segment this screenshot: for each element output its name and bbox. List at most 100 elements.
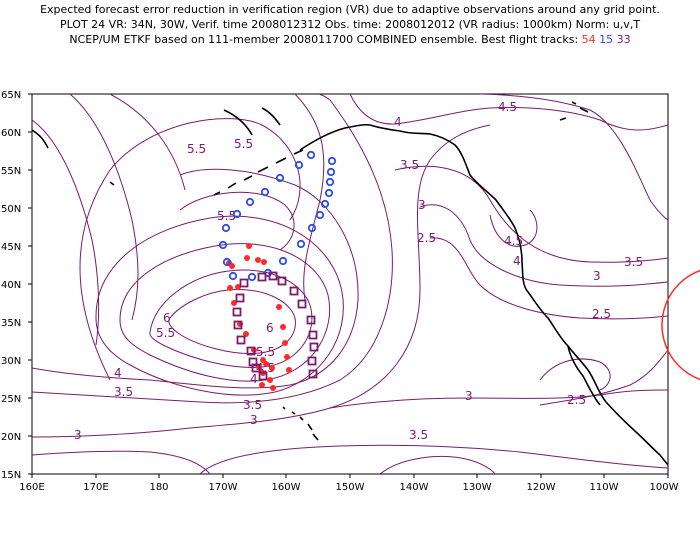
contour-6-north-west (32, 119, 100, 346)
title-line-2: PLOT 24 VR: 34N, 30W, Verif. time 200801… (59, 18, 641, 31)
alaska-coast (369, 124, 668, 466)
verification-region (661, 269, 700, 381)
contour-label: 2.5 (567, 393, 586, 407)
x-tick-label: 130W (463, 482, 492, 493)
track-marker-red (267, 377, 273, 383)
track-marker-blue (218, 240, 228, 250)
contour-5-5-north (79, 118, 301, 381)
track-marker-red (276, 304, 282, 310)
track-marker-blue (327, 156, 337, 166)
contour-4-north (349, 94, 668, 131)
track-marker-purple (257, 272, 267, 282)
track-marker-purple (236, 335, 246, 345)
contour-4-5-coast (489, 209, 538, 247)
vr-circle (661, 269, 700, 381)
contour-label: 2.5 (592, 307, 611, 321)
track-marker-purple (297, 299, 307, 309)
contour-2-5-south (539, 349, 668, 406)
contour-3-5-dip (379, 455, 496, 474)
track-marker-red (244, 255, 250, 261)
contour-5-5 (149, 269, 313, 368)
flight-track-33 (232, 271, 319, 381)
y-tick-label: 25N (1, 394, 21, 405)
track-marker-blue (228, 271, 238, 281)
track-marker-red (227, 285, 233, 291)
hawaiian-islands (282, 406, 319, 441)
contour-5-5-ring (179, 191, 295, 251)
y-tick-label: 60N (1, 128, 21, 139)
contour-label: 3.5 (243, 398, 262, 412)
contour-label: 5.5 (234, 137, 253, 151)
track-marker-blue (275, 173, 285, 183)
contour-5-outer (119, 243, 330, 382)
contour-label: 5.5 (256, 345, 275, 359)
contour-label: 3 (465, 389, 473, 403)
contour-lines (32, 94, 668, 474)
track-marker-purple (307, 356, 317, 366)
x-tick-label: 160W (272, 482, 301, 493)
track-count-purple: 33 (616, 33, 631, 46)
track-marker-purple (258, 371, 268, 381)
contour-3-5-south (199, 444, 668, 474)
track-marker-red (284, 354, 290, 360)
x-tick-label: 150W (336, 482, 365, 493)
track-marker-purple (289, 286, 299, 296)
x-tick-label: 160E (19, 482, 44, 493)
contour-label: 5.5 (217, 209, 236, 223)
contour-label: 4 (114, 366, 122, 380)
track-marker-purple (232, 307, 242, 317)
track-marker-blue (294, 160, 304, 170)
track-marker-blue (315, 210, 325, 220)
alaska-peninsula (299, 123, 371, 151)
track-marker-red (235, 284, 241, 290)
y-tick-label: 30N (1, 356, 21, 367)
track-marker-red (280, 324, 286, 330)
track-marker-purple (233, 320, 243, 330)
contour-label: 6 (266, 321, 274, 335)
track-marker-blue (278, 256, 288, 266)
title-line-3: NCEP/UM ETKF based on 111-member 2008011… (0, 32, 700, 47)
x-tick-label: 120W (527, 482, 556, 493)
y-tick-label: 55N (1, 166, 21, 177)
track-marker-red (261, 259, 267, 265)
title-line-3-prefix: NCEP/UM ETKF based on 111-member 2008011… (69, 33, 579, 46)
contour-3-5-center (294, 94, 325, 301)
y-axis: 65N 60N 55N 50N 45N 40N 35N 30N 25N 20N … (1, 90, 32, 481)
contour-label: 5.5 (156, 326, 175, 340)
track-marker-blue (320, 199, 330, 209)
track-marker-blue (260, 187, 270, 197)
x-tick-label: 180 (149, 482, 168, 493)
track-marker-red (286, 367, 292, 373)
track-marker-purple (308, 330, 318, 340)
x-axis: 160E 170E 180 170W 160W 150W 140W 130W 1… (19, 474, 679, 493)
y-tick-label: 50N (1, 204, 21, 215)
contour-5-west (109, 94, 186, 191)
track-marker-red (263, 361, 269, 367)
track-marker-purple (268, 271, 278, 281)
y-tick-label: 40N (1, 280, 21, 291)
map-frame (31, 93, 669, 475)
contour-label: 3 (74, 428, 82, 442)
contour-label: 4.5 (504, 234, 523, 248)
track-marker-blue (325, 177, 335, 187)
contour-3-east (419, 204, 668, 287)
track-marker-blue (307, 223, 317, 233)
x-tick-label: 100W (650, 482, 679, 493)
contour-3-5-west (32, 94, 393, 404)
contour-label: 3 (418, 198, 426, 212)
x-tick-label: 110W (590, 482, 619, 493)
track-marker-red (255, 257, 261, 263)
track-marker-blue (221, 223, 231, 233)
y-tick-label: 20N (1, 432, 21, 443)
track-marker-purple (251, 363, 261, 373)
contour-6-inner (168, 289, 296, 354)
track-marker-red (270, 385, 276, 391)
track-marker-purple (308, 369, 318, 379)
track-marker-blue (232, 209, 242, 219)
track-marker-purple (239, 278, 249, 288)
track-marker-purple (235, 293, 245, 303)
contour-label: 3.5 (400, 158, 419, 172)
track-count-red: 54 (581, 33, 596, 46)
contour-label: 3 (593, 269, 601, 283)
track-marker-red (259, 382, 265, 388)
